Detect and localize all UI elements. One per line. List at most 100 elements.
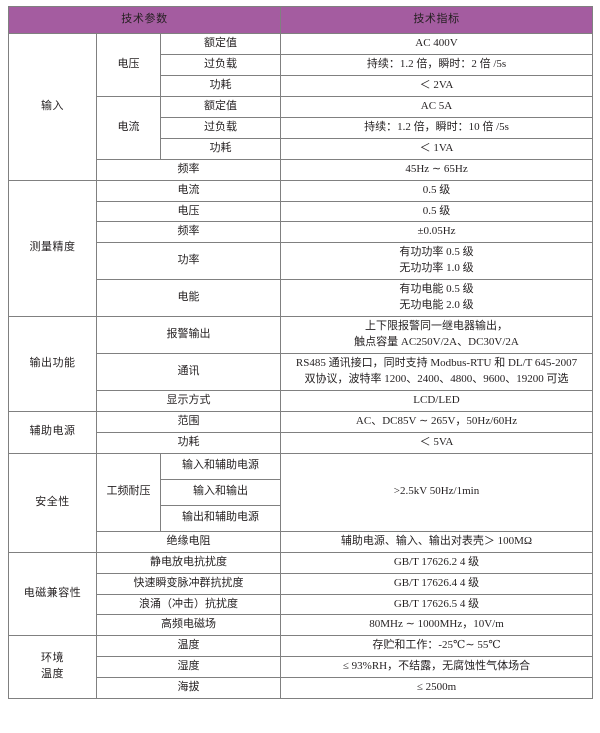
item-cell: 功率 (95, 242, 282, 281)
spec-value-single: 持续：1.2 倍，瞬时：2 倍 /5s (280, 53, 594, 76)
technical-specification-table: 技术参数 技术指标 输入 电压 额定值 AC 400V 过负载 持续：1.2 倍，瞬时：2… (7, 6, 594, 700)
spec-value-line: 0.5 级 (422, 204, 451, 217)
item-cell: 通讯 (95, 353, 282, 391)
spec-value-single: GB/T 17626.4 4 级 (280, 572, 594, 595)
item-cell: 输入和输出 (159, 478, 282, 506)
spec-value-single: ＜ 5VA (280, 431, 594, 454)
table-row: 输入 电压 额定值 AC 400V (8, 33, 594, 181)
item-cell: 范围 (95, 410, 282, 433)
spec-value-line: 45Hz ∼ 65Hz (405, 162, 468, 175)
spec-value-line: RS485 通讯接口，同时支持 Modbus-RTU 和 DL/T 645-20… (295, 357, 578, 369)
spec-value-line: 无功电能 2.0 级 (399, 299, 474, 312)
table-row: 海拔 ≤ 2500m (9, 677, 594, 700)
item-cell: 快速瞬变脉冲群抗扰度 (95, 572, 282, 595)
category-label-line: 温度 (41, 668, 64, 681)
spec-value-single: 0.5 级 (280, 179, 594, 202)
spec-value-single: ≤ 93%RH，不结露，无腐蚀性气体场合 (280, 656, 594, 679)
table-row: 测量精度 电流 0.5 级 (8, 179, 594, 318)
spec-value-single: 上下限报警同一继电器输出， 触点容量 AC250V/2A、DC30V/2A (280, 316, 594, 354)
spec-value-single: 存贮和工作：-25℃∼ 55℃ (280, 635, 594, 658)
table-row: 过负载 持续：1.2 倍，瞬时：10 倍 /5s (9, 116, 594, 139)
spec-value-single: 持续：1.2 倍，瞬时：10 倍 /5s (280, 116, 594, 139)
table-row: 安全性 工频耐压 输入和辅助电源 >2.5kV 50Hz/1min (8, 452, 594, 553)
spec-value-line: 存贮和工作：-25℃∼ 55℃ (372, 639, 501, 652)
category-cell: 环境 温度 (8, 635, 97, 700)
spec-value-line: 上下限报警同一继电器输出， (365, 320, 509, 333)
item-cell: 湿度 (95, 656, 282, 679)
spec-value-line: 有功电能 0.5 级 (399, 283, 474, 296)
spec-value-line: 持续：1.2 倍，瞬时：10 倍 /5s (364, 120, 509, 133)
table-row: 浪涌（冲击）抗扰度 GB/T 17626.5 4 级 (9, 593, 594, 616)
item-cell: 电流 (95, 179, 282, 202)
spec-value-line: ±0.05Hz (417, 225, 456, 238)
category-label-line: 环境 (41, 652, 64, 665)
spec-value-single: LCD/LED (280, 389, 594, 412)
spec-value-single: 45Hz ∼ 65Hz (280, 158, 594, 181)
spec-value-single: RS485 通讯接口，同时支持 Modbus-RTU 和 DL/T 645-20… (280, 353, 594, 391)
spec-value-single: GB/T 17626.2 4 级 (280, 551, 594, 574)
item-cell: 绝缘电阻 (95, 530, 282, 553)
category-cell: 输出功能 (8, 316, 97, 412)
spec-value-single: AC、DC85V ∼ 265V，50Hz/60Hz (280, 410, 594, 433)
table-row: 绝缘电阻 辅助电源、输入、输出对表壳＞ 100MΩ (9, 530, 594, 553)
header-cell-specification: 技术指标 (280, 6, 594, 34)
spec-value-line: ＜ 2VA (419, 78, 454, 91)
header-cell-parameter: 技术参数 (7, 6, 282, 34)
table-row: 频率 45Hz ∼ 65Hz (9, 158, 594, 181)
table-row: 功率 有功功率 0.5 级无功功率 1.0 级 (9, 242, 594, 281)
spec-value-line: 辅助电源、输入、输出对表壳＞ 100MΩ (340, 534, 533, 547)
item-cell: 功耗 (159, 137, 282, 160)
table-row: 输入和输出 (9, 478, 593, 506)
spec-value-merged: >2.5kV 50Hz/1min (280, 452, 594, 532)
table-row: 环境 温度 温度 存贮和工作：-25℃∼ 55℃ (8, 635, 594, 700)
table-row: 功耗 ＜ 5VA (9, 431, 594, 454)
table-row: 电压 0.5 级 (9, 200, 594, 223)
item-cell: 报警输出 (95, 316, 282, 354)
table-row: 通讯 RS485 通讯接口，同时支持 Modbus-RTU 和 DL/T 645-… (9, 353, 594, 391)
spec-value-single: GB/T 17626.5 4 级 (280, 593, 594, 616)
item-cell: 额定值 (159, 33, 282, 55)
group-cell: 工频耐压 (96, 452, 161, 532)
category-cell: 输入 (8, 33, 97, 181)
table-row: 辅助电源 范围 AC、DC85V ∼ 265V，50Hz/60Hz (8, 410, 594, 454)
item-cell: 输出和辅助电源 (159, 504, 282, 532)
table-row: 湿度 ≤ 93%RH，不结露，无腐蚀性气体场合 (9, 656, 594, 679)
spec-value-single: 有功电能 0.5 级无功电能 2.0 级 (280, 279, 594, 318)
table-body: 输入 电压 额定值 AC 400V 过负载 持续：1.2 倍，瞬时：2 倍 /5s 功耗＜ … (8, 33, 594, 700)
group-cell: 电流 (96, 95, 161, 160)
item-cell: 浪涌（冲击）抗扰度 (95, 593, 282, 616)
table-row: 电磁兼容性 静电放电抗扰度 GB/T 17626.2 4 级 (8, 551, 594, 637)
group-cell: 电压 (96, 33, 161, 97)
spec-value-line: AC、DC85V ∼ 265V，50Hz/60Hz (355, 414, 518, 427)
table-row: 输出和辅助电源 (9, 504, 593, 532)
spec-value-line: 0.5 级 (422, 183, 451, 196)
spec-value-line: GB/T 17626.5 4 级 (393, 597, 480, 610)
item-cell: 频率 (95, 221, 282, 244)
item-cell: 海拔 (95, 677, 282, 700)
table-row: 频率 ±0.05Hz (9, 221, 594, 244)
spec-value-single: AC 400V (280, 33, 594, 55)
spec-value-single: ＜ 1VA (280, 137, 594, 160)
spec-value-line: ＜ 1VA (419, 141, 454, 154)
item-cell: 电能 (95, 279, 282, 318)
item-cell: 输入和辅助电源 (159, 452, 282, 480)
spec-value-line: LCD/LED (413, 393, 460, 406)
spec-value-single: 有功功率 0.5 级无功功率 1.0 级 (280, 242, 594, 281)
table-row: 快速瞬变脉冲群抗扰度 GB/T 17626.4 4 级 (9, 572, 594, 595)
spec-value-line: GB/T 17626.4 4 级 (393, 576, 480, 589)
spec-value-line: ≤ 93%RH，不结露，无腐蚀性气体场合 (342, 660, 531, 673)
table-row: 输出功能 报警输出 上下限报警同一继电器输出， 触点容量 AC250V/2A、DC30… (8, 316, 594, 412)
item-cell: 额定值 (159, 95, 282, 118)
item-cell: 功耗 (159, 74, 282, 97)
item-cell: 静电放电抗扰度 (95, 551, 282, 574)
item-cell: 电压 (95, 200, 282, 223)
item-cell: 功耗 (95, 431, 282, 454)
spec-value-single: ＜ 2VA (280, 74, 594, 97)
spec-value-line: >2.5kV 50Hz/1min (393, 485, 480, 498)
item-cell: 高频电磁场 (95, 614, 282, 637)
category-cell: 安全性 (8, 452, 97, 553)
spec-value-line: 无功功率 1.0 级 (399, 262, 474, 275)
item-cell: 过负载 (159, 116, 282, 139)
spec-value-single: 辅助电源、输入、输出对表壳＞ 100MΩ (280, 530, 594, 553)
spec-value-line: 触点容量 AC250V/2A、DC30V/2A (354, 336, 519, 349)
